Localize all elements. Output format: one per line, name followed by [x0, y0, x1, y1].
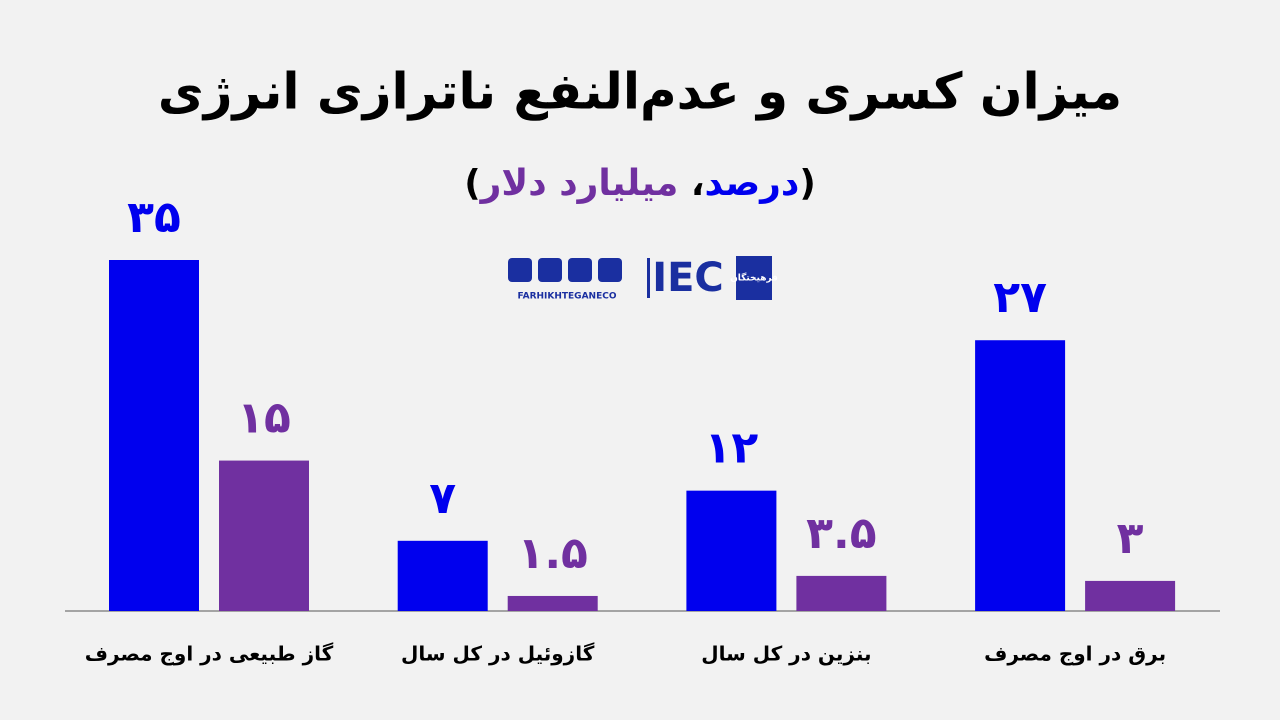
- legend-separator: ،: [691, 163, 705, 204]
- x-tick-label: گازوئیل در کل سال: [401, 642, 595, 666]
- legend-close: ): [464, 163, 480, 204]
- value-label: ۱۵: [237, 393, 291, 444]
- logo-badge: فرهیختگان: [730, 272, 778, 284]
- bar: [109, 260, 199, 611]
- logo-badge-bg: [736, 256, 772, 300]
- social-icon: [568, 258, 592, 282]
- social-icon: [598, 258, 622, 282]
- logo-brand: IEC: [652, 255, 724, 301]
- legend-open: (: [799, 163, 815, 204]
- value-label: ۷: [429, 473, 456, 524]
- social-icon: [508, 258, 532, 282]
- bar: [397, 540, 488, 611]
- value-label: ۲۷: [993, 272, 1047, 323]
- bar: [686, 490, 777, 611]
- logo-divider: [647, 258, 650, 298]
- logo-site: FARHIKHTEGANECO: [518, 292, 617, 302]
- legend: (درصد، میلیارد دلار): [464, 163, 816, 204]
- value-label: ۳: [1117, 513, 1144, 564]
- bar: [796, 575, 887, 611]
- x-tick-label: گاز طبیعی در اوج مصرف: [85, 642, 334, 666]
- bar: [1085, 580, 1176, 611]
- value-label: ۳.۵: [806, 508, 876, 559]
- logo: FARHIKHTEGANECO IEC فرهیختگان: [508, 255, 778, 302]
- value-label: ۱۲: [705, 423, 759, 474]
- bar: [507, 595, 598, 611]
- value-label: ۱.۵: [517, 528, 587, 579]
- legend-entry: درصد: [705, 163, 800, 204]
- bar: [219, 460, 309, 611]
- bar: [975, 340, 1066, 611]
- chart-title: میزان کسری و عدم‌النفع ناترازی انرژی: [158, 63, 1122, 122]
- social-icon: [538, 258, 562, 282]
- legend-entry: میلیارد دلار: [479, 163, 679, 204]
- x-tick-label: بنزین در کل سال: [701, 642, 871, 666]
- x-tick-label: برق در اوج مصرف: [984, 642, 1166, 666]
- value-label: ۳۵: [127, 192, 181, 243]
